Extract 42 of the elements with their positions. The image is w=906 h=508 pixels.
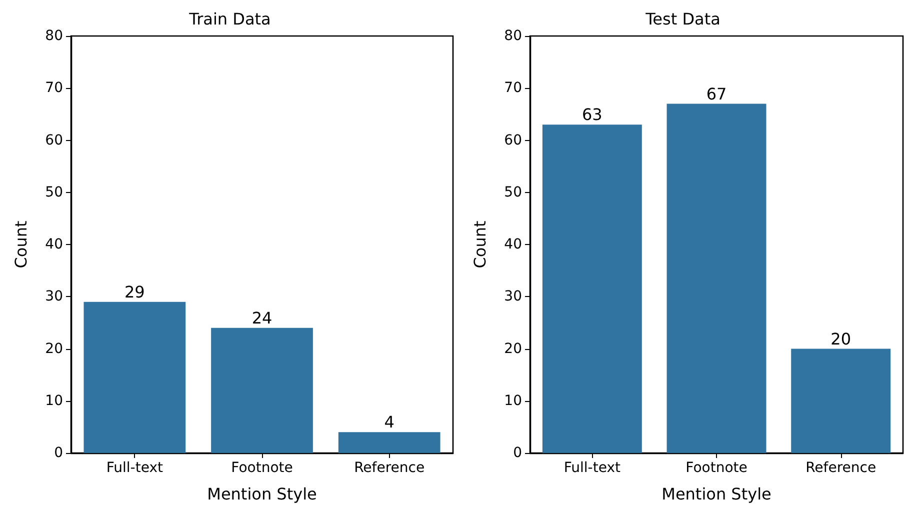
- x-tick-label: Footnote: [231, 460, 293, 476]
- x-axis-title: Mention Style: [207, 484, 317, 504]
- bar: [338, 432, 440, 453]
- data-label: 20: [830, 329, 852, 348]
- y-tick-label: 70: [45, 80, 63, 96]
- data-label: 67: [706, 84, 727, 104]
- y-tick-label: 60: [45, 132, 63, 148]
- chart-title: Test Data: [644, 10, 720, 28]
- y-tick-label: 40: [504, 236, 522, 252]
- data-label: 63: [582, 105, 602, 124]
- bar: [84, 302, 186, 453]
- y-tick-label: 60: [504, 132, 522, 148]
- y-tick-label: 20: [45, 340, 63, 357]
- data-label: 29: [124, 282, 145, 302]
- y-tick-label: 30: [504, 288, 522, 305]
- bar: [542, 124, 642, 453]
- data-label: 24: [252, 308, 272, 328]
- y-axis-title: Count: [470, 220, 490, 268]
- y-tick-label: 80: [45, 28, 63, 44]
- x-tick-label: Reference: [806, 460, 876, 476]
- y-tick-label: 80: [504, 28, 522, 44]
- y-axis-title: Count: [12, 220, 30, 268]
- bar: [211, 328, 313, 453]
- data-label: 4: [384, 412, 394, 432]
- bar: [791, 348, 891, 453]
- y-tick-label: 10: [504, 392, 522, 409]
- bar: [666, 104, 766, 453]
- y-tick-label: 0: [54, 445, 63, 461]
- y-tick-label: 30: [45, 288, 63, 305]
- x-tick-label: Full-text: [564, 460, 621, 476]
- y-tick-label: 10: [45, 392, 63, 409]
- y-tick-label: 50: [504, 184, 522, 200]
- x-tick-label: Footnote: [686, 460, 748, 476]
- chart-title: Train Data: [188, 10, 271, 28]
- y-tick-label: 70: [504, 80, 522, 96]
- y-tick-label: 50: [45, 184, 63, 200]
- x-tick-label: Reference: [354, 460, 425, 476]
- y-tick-label: 0: [513, 445, 522, 461]
- y-tick-label: 20: [504, 340, 522, 357]
- x-tick-label: Full-text: [106, 460, 164, 476]
- x-axis-title: Mention Style: [662, 484, 772, 504]
- y-tick-label: 40: [45, 236, 63, 252]
